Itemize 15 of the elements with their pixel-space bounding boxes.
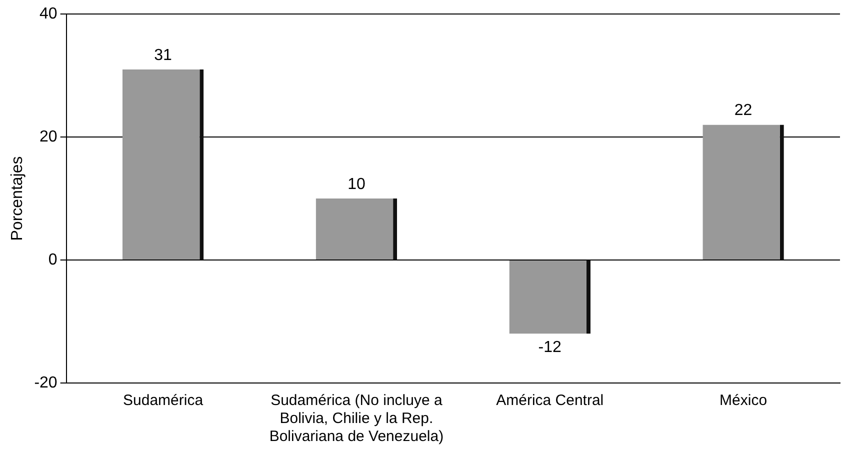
y-axis-title: Porcentajes	[9, 156, 26, 241]
x-tick-label: Sudamérica	[123, 392, 204, 410]
x-tick-label: México	[720, 392, 768, 410]
data-label: -12	[538, 339, 562, 356]
y-tick-label: -20	[34, 374, 58, 392]
x-tick-label: América Central	[496, 392, 604, 410]
bar	[509, 260, 586, 334]
y-tick-label: 20	[40, 128, 58, 146]
y-tick-label: 40	[40, 5, 58, 22]
y-tick-label: 0	[48, 251, 58, 268]
data-label: 31	[154, 46, 172, 64]
data-label: 22	[734, 102, 752, 120]
data-label: 10	[348, 176, 366, 193]
bar	[702, 124, 780, 260]
x-tick-label: Sudamérica (No incluye a Bolivia, Chilie y la Rep. Bolivariana de Venezuela)	[269, 392, 444, 446]
